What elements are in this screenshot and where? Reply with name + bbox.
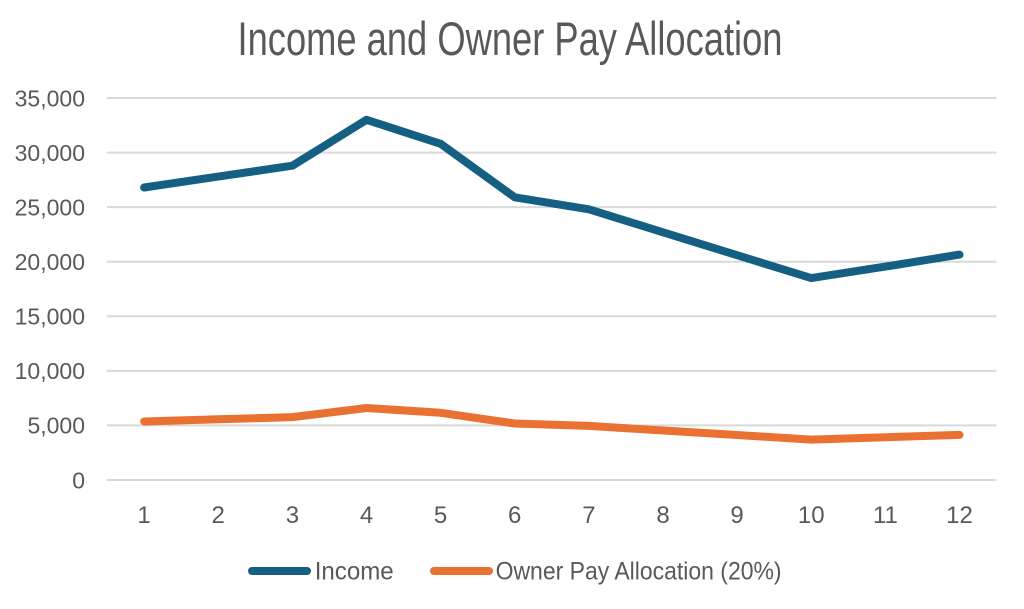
svg-text:7: 7 xyxy=(582,502,595,529)
svg-text:Owner Pay Allocation (20%): Owner Pay Allocation (20%) xyxy=(496,558,782,586)
svg-text:11: 11 xyxy=(873,502,898,529)
svg-text:10,000: 10,000 xyxy=(15,358,85,384)
svg-text:Income: Income xyxy=(315,558,394,586)
svg-text:20,000: 20,000 xyxy=(15,249,85,275)
svg-text:30,000: 30,000 xyxy=(15,140,85,166)
svg-text:4: 4 xyxy=(360,502,373,529)
svg-text:10: 10 xyxy=(798,502,825,529)
svg-text:6: 6 xyxy=(508,502,521,529)
svg-text:35,000: 35,000 xyxy=(15,85,85,111)
svg-text:8: 8 xyxy=(656,502,669,529)
svg-text:1: 1 xyxy=(137,502,150,529)
svg-text:12: 12 xyxy=(946,502,973,529)
svg-text:25,000: 25,000 xyxy=(15,194,85,220)
svg-text:0: 0 xyxy=(72,467,85,493)
svg-text:5: 5 xyxy=(434,502,447,529)
svg-text:Income and Owner Pay Allocatio: Income and Owner Pay Allocation xyxy=(238,12,783,65)
svg-text:3: 3 xyxy=(286,502,299,529)
svg-text:5,000: 5,000 xyxy=(27,413,85,439)
svg-text:15,000: 15,000 xyxy=(15,304,85,330)
svg-text:9: 9 xyxy=(730,502,743,529)
svg-text:2: 2 xyxy=(212,502,225,529)
